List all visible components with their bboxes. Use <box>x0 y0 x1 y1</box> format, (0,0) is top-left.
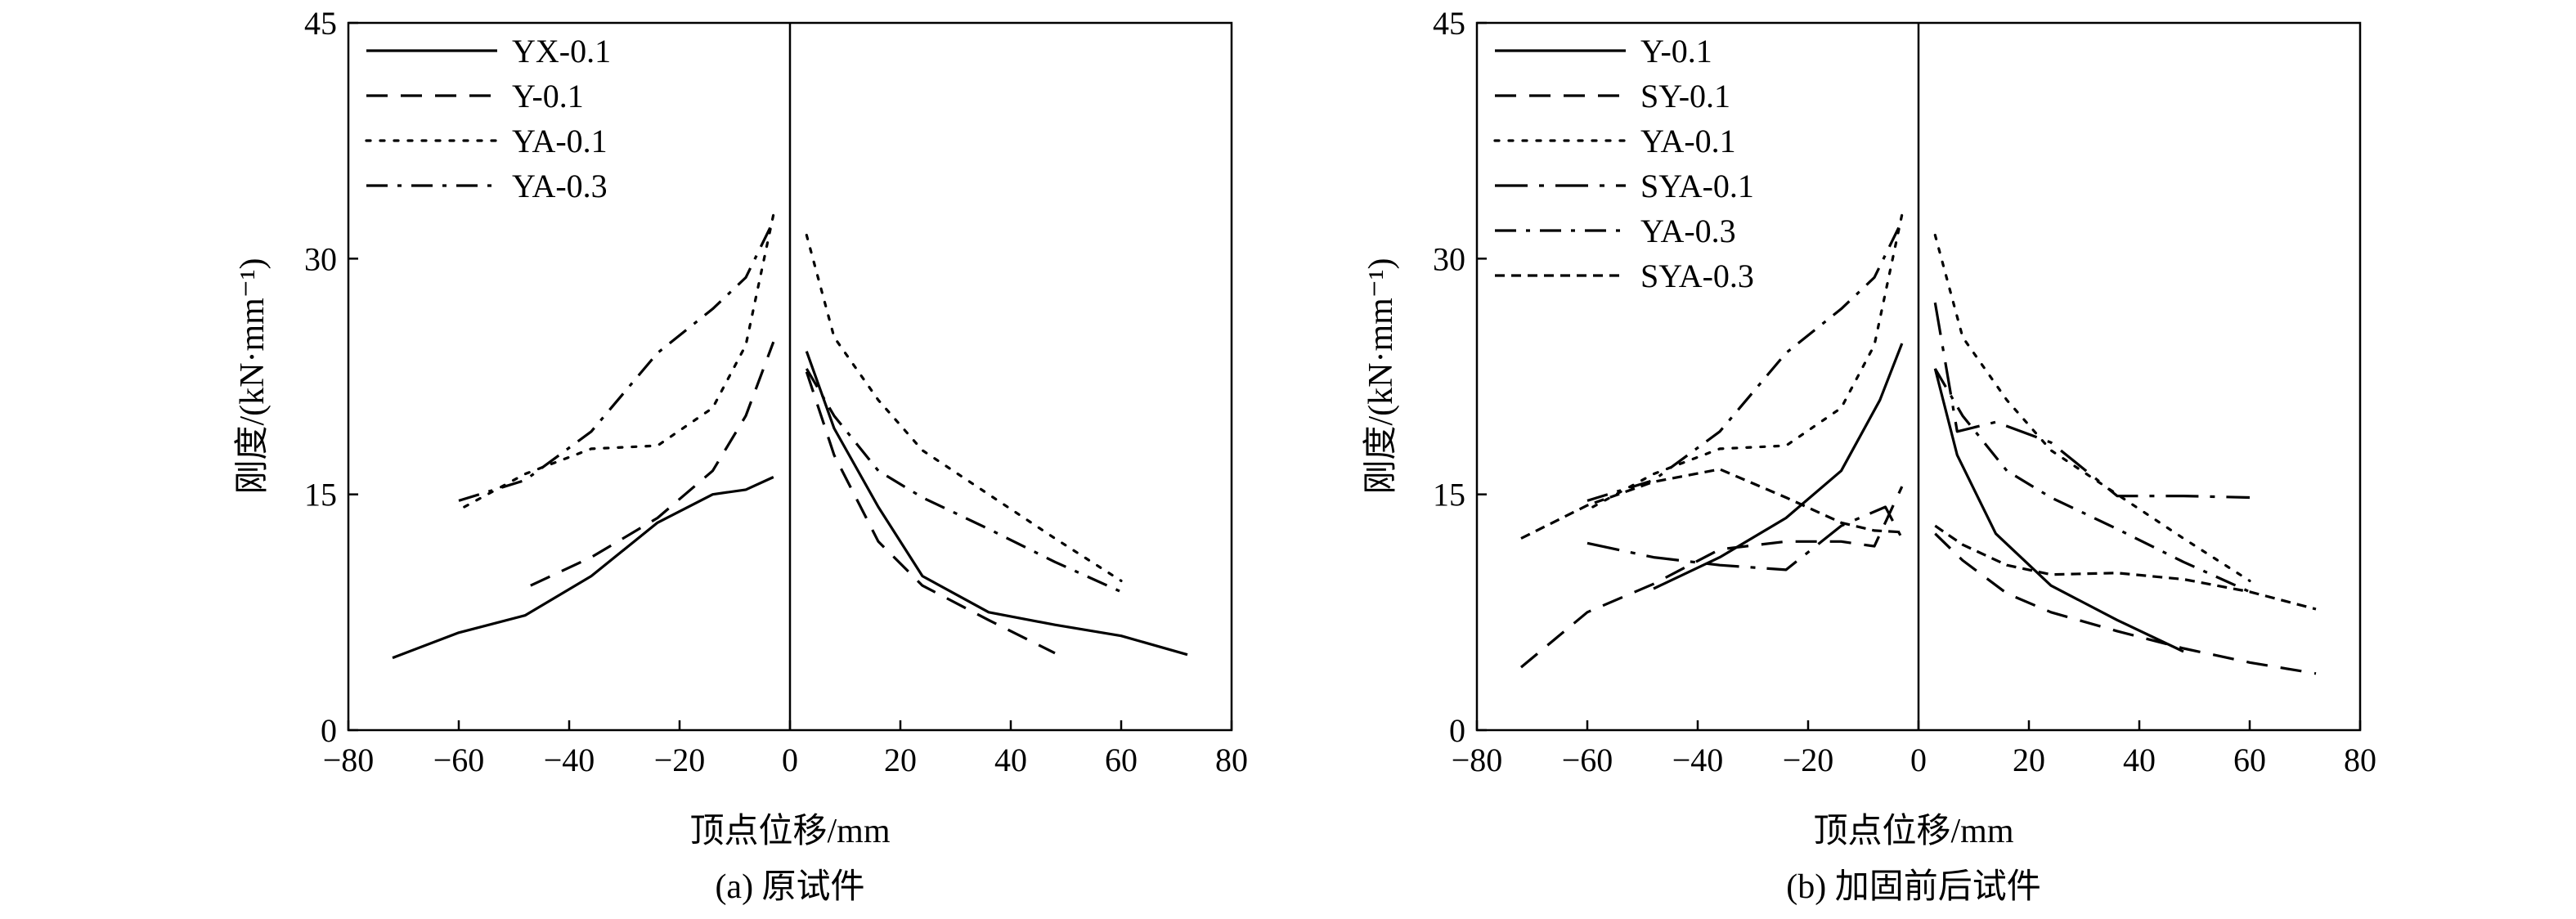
panel-caption: (a) 原试件 <box>715 868 864 906</box>
legend-label-ya-0-1: YA-0.1 <box>1640 123 1736 159</box>
panel-a: (a) 原试件 顶点位移/mm 刚度/(kN·mm⁻¹) −80 −60 −40 −2… <box>234 5 1248 906</box>
series-line-ya-0-1-neg <box>1591 213 1904 509</box>
x-tick-label: 60 <box>2233 742 2266 778</box>
y-axis-title: 刚度/(kN·mm⁻¹) <box>234 258 272 494</box>
series-line-ya-0-1-neg <box>463 213 775 509</box>
x-tick-label: −80 <box>323 742 375 778</box>
series-line-sya-0-3-neg <box>1520 468 1902 540</box>
series-line-y-0-1-neg <box>530 341 775 587</box>
x-tick-label: 0 <box>1910 742 1927 778</box>
x-tick-label: −60 <box>433 742 485 778</box>
x-tick-label: 40 <box>2123 742 2156 778</box>
x-tick-label: −40 <box>544 742 595 778</box>
x-tick-label: 80 <box>1215 742 1248 778</box>
panel-caption: (b) 加固前后试件 <box>1786 868 2040 906</box>
y-tick-label: 45 <box>304 5 337 42</box>
x-tick-label: 80 <box>2344 742 2376 778</box>
legend-label-sya-0-1: SYA-0.1 <box>1640 168 1754 204</box>
y-axis-title: 刚度/(kN·mm⁻¹) <box>1362 258 1400 494</box>
x-axis-title: 顶点位移/mm <box>1813 812 2013 850</box>
y-tick-label: 0 <box>1449 712 1465 749</box>
series-line-yx-0-1-pos <box>805 351 1188 657</box>
legend: YX-0.1 Y-0.1 YA-0.1 YA-0.3 <box>365 33 611 204</box>
legend-label-y-0-1: Y-0.1 <box>1640 33 1712 69</box>
x-tick-label: −20 <box>1783 742 1834 778</box>
series-line-y-0-1-neg <box>1653 343 1904 590</box>
x-tick-label: −80 <box>1452 742 1503 778</box>
legend-label-sy-0-1: SY-0.1 <box>1640 78 1730 114</box>
series-line-ya-0-3-pos <box>805 368 1122 594</box>
x-tick-label: 20 <box>884 742 917 778</box>
y-tick-label: 30 <box>1433 240 1465 277</box>
series-line-ya-0-1-pos <box>1933 233 2251 582</box>
series-line-ya-0-3-pos <box>1933 368 2251 594</box>
series-line-y-0-1-pos <box>805 371 1056 655</box>
x-tick-label: −20 <box>654 742 706 778</box>
series-line-y-0-1-pos <box>1933 368 2184 653</box>
legend-label-ya-0-1: YA-0.1 <box>512 123 608 159</box>
series-line-sya-0-1-pos <box>1933 302 2251 500</box>
series-line-ya-0-1-pos <box>805 233 1123 582</box>
series-line-ya-0-3-neg <box>458 220 775 502</box>
series-line-sy-0-1-neg <box>1519 486 1904 669</box>
panel-b: (b) 加固前后试件 顶点位移/mm 刚度/(kN·mm⁻¹) −80 −60 −4… <box>1362 5 2376 906</box>
y-tick-label: 15 <box>1433 477 1465 513</box>
legend: Y-0.1 SY-0.1 YA-0.1 SYA-0.1 YA-0.3 SYA-0.3 <box>1493 33 1754 294</box>
legend-label-ya-0-3: YA-0.3 <box>512 168 608 204</box>
series-line-sya-0-1-neg <box>1586 505 1904 572</box>
x-tick-label: −60 <box>1562 742 1613 778</box>
series-line-sya-0-3-pos <box>1934 524 2317 611</box>
plot-area: −80 −60 −40 −20 0 20 40 60 80 0 15 30 45 <box>304 5 1248 778</box>
y-tick-label: 0 <box>321 712 337 749</box>
legend-label-yx-0-1: YX-0.1 <box>512 33 611 69</box>
series-line-ya-0-3-neg <box>1586 220 1904 502</box>
x-tick-label: 60 <box>1105 742 1138 778</box>
y-tick-label: 45 <box>1433 5 1465 42</box>
y-tick-label: 15 <box>304 477 337 513</box>
legend-label-y-0-1: Y-0.1 <box>512 78 584 114</box>
x-tick-label: 20 <box>2013 742 2045 778</box>
series-line-yx-0-1-neg <box>392 476 774 660</box>
plot-area: −80 −60 −40 −20 0 20 40 60 80 0 15 30 45 <box>1433 5 2376 778</box>
series-line-sy-0-1-pos <box>1934 532 2317 675</box>
legend-label-sya-0-3: SYA-0.3 <box>1640 258 1754 294</box>
x-tick-label: 0 <box>782 742 798 778</box>
y-tick-label: 30 <box>304 240 337 277</box>
legend-label-ya-0-3: YA-0.3 <box>1640 213 1736 249</box>
x-axis-title: 顶点位移/mm <box>689 812 890 850</box>
x-tick-label: −40 <box>1672 742 1724 778</box>
x-tick-label: 40 <box>994 742 1027 778</box>
